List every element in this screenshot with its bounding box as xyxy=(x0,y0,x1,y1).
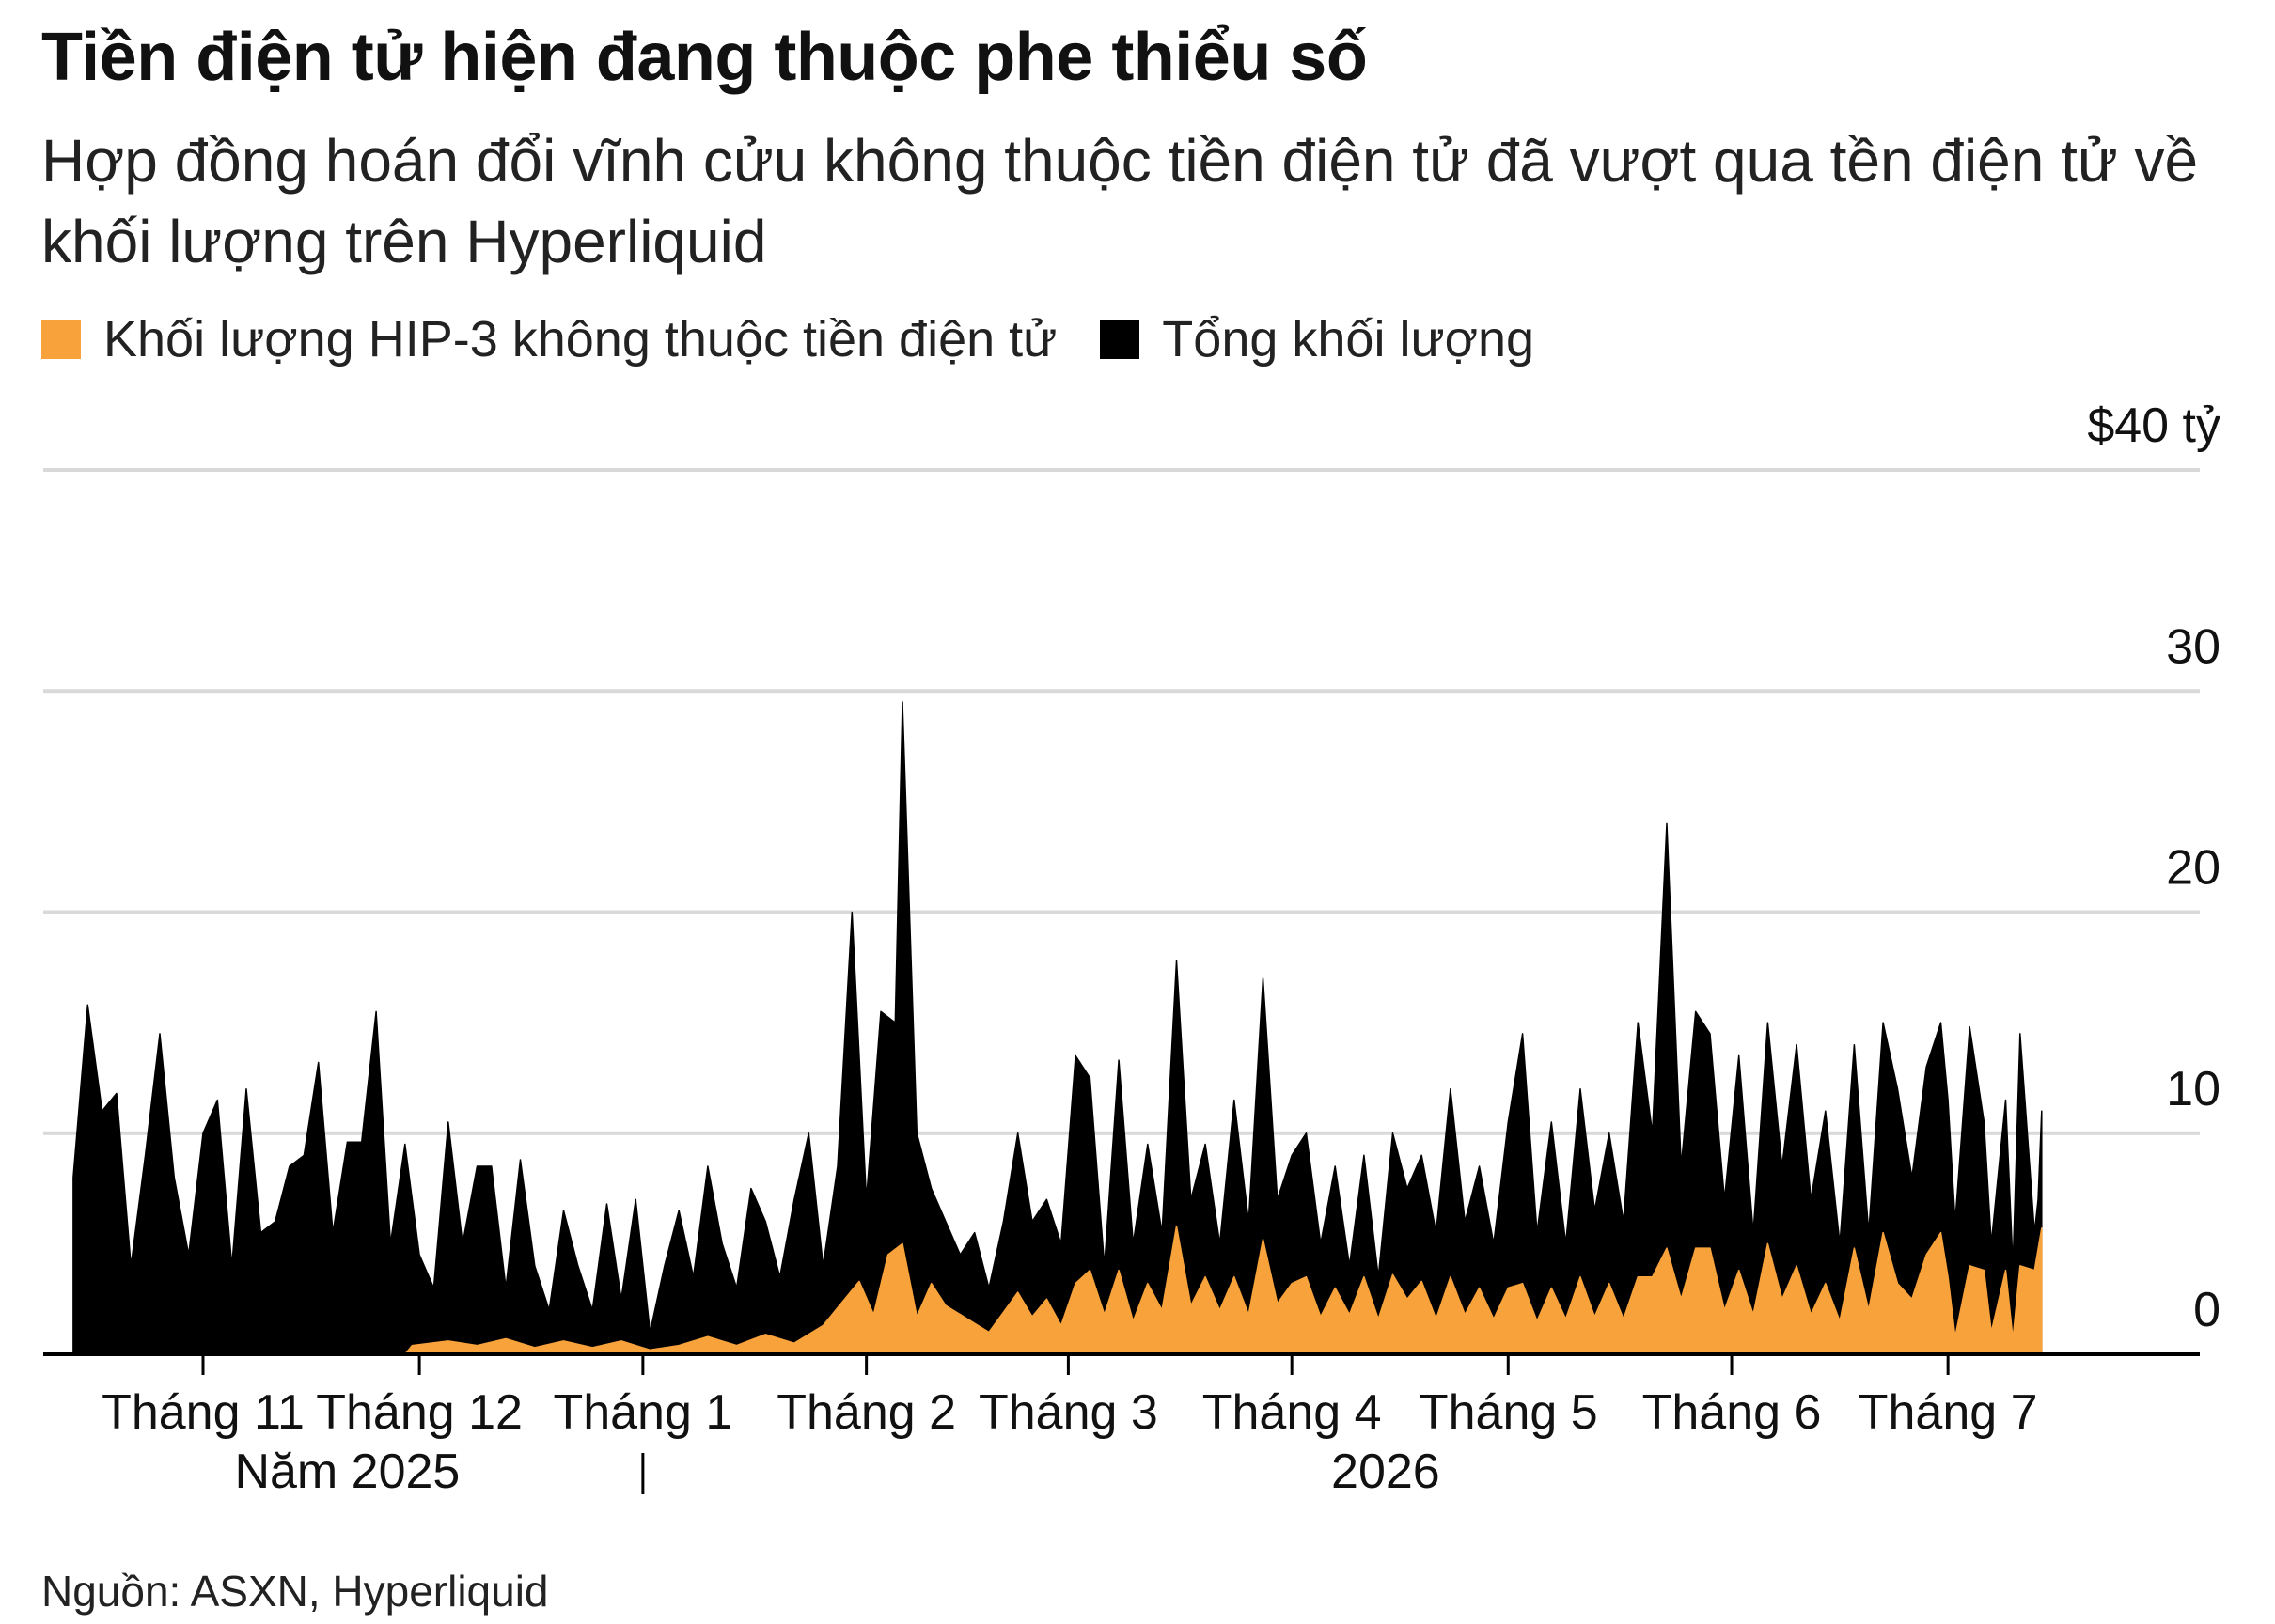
chart-title: Tiền điện tử hiện đang thuộc phe thiểu s… xyxy=(41,20,1368,95)
x-tick-label-6: Tháng 5 xyxy=(1419,1385,1598,1440)
y-tick-label-40: $40 tỷ xyxy=(2087,398,2220,453)
x-tick-label-0: Tháng 11 xyxy=(102,1385,305,1440)
source-note: Nguồn: ASXN, Hyperliquid xyxy=(41,1567,549,1616)
x-tick-label-5: Tháng 4 xyxy=(1202,1385,1382,1440)
chart-subtitle: Hợp đồng hoán đổi vĩnh cửu không thuộc t… xyxy=(41,127,2199,275)
year-label-1: 2026 xyxy=(1331,1444,1440,1499)
hip3-volume-area xyxy=(404,1225,2043,1355)
x-tick-label-1: Tháng 12 xyxy=(316,1385,523,1440)
legend-swatch-total xyxy=(1100,320,1140,359)
year-label-0: Năm 2025 xyxy=(234,1444,460,1499)
legend-swatch-hip3 xyxy=(41,320,81,359)
legend-item-total: Tổng khối lượng xyxy=(1100,310,1534,368)
x-tick-label-4: Tháng 3 xyxy=(979,1385,1158,1440)
x-tick-label-3: Tháng 2 xyxy=(777,1385,956,1440)
x-tick-label-8: Tháng 7 xyxy=(1859,1385,2038,1440)
y-tick-label-0: 0 xyxy=(2193,1283,2220,1337)
y-tick-label-30: 30 xyxy=(2166,619,2220,674)
legend-item-hip3: Khối lượng HIP-3 không thuộc tiền điện t… xyxy=(41,310,1057,368)
y-tick-label-10: 10 xyxy=(2166,1062,2220,1116)
x-tick-label-7: Tháng 6 xyxy=(1642,1385,1822,1440)
legend-label-hip3: Khối lượng HIP-3 không thuộc tiền điện t… xyxy=(103,311,1058,367)
x-tick-label-2: Tháng 1 xyxy=(553,1385,732,1440)
legend: Khối lượng HIP-3 không thuộc tiền điện t… xyxy=(41,306,1577,372)
total-volume-area xyxy=(72,701,2043,1355)
legend-label-total: Tổng khối lượng xyxy=(1162,311,1535,367)
y-tick-label-20: 20 xyxy=(2166,841,2220,896)
